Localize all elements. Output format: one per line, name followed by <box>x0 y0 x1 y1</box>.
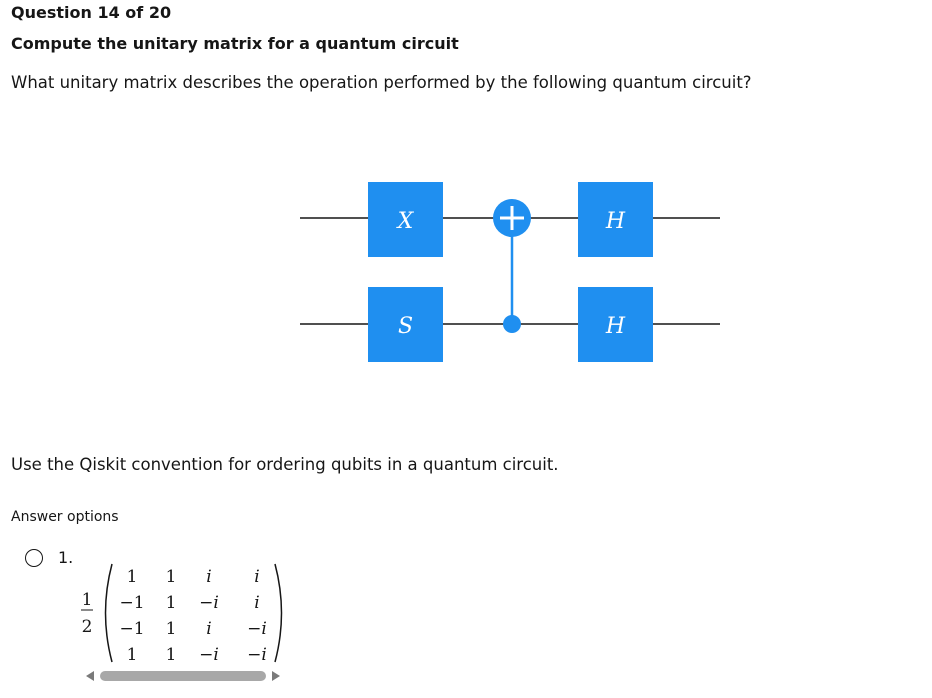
right-paren <box>274 563 283 663</box>
question-prompt: What unitary matrix describes the operat… <box>11 73 752 92</box>
h-gate-bottom-label: H <box>605 314 626 339</box>
matrix-cell: 1 <box>166 619 177 639</box>
h-gate-top: H <box>578 182 653 257</box>
quantum-circuit-diagram: X S H H <box>300 182 720 362</box>
matrix-cell: 1 <box>166 567 177 587</box>
matrix-cell: 1 <box>127 567 138 587</box>
matrix-cell: −i <box>247 619 267 639</box>
s-gate-label: S <box>398 314 413 339</box>
prefactor-denominator: 2 <box>82 617 93 637</box>
h-gate-bottom: H <box>578 287 653 362</box>
x-gate-label: X <box>396 209 415 234</box>
x-gate: X <box>368 182 443 257</box>
h-gate-top-label: H <box>605 209 626 234</box>
matrix-cell: −1 <box>119 619 144 639</box>
question-title: Compute the unitary matrix for a quantum… <box>11 34 459 53</box>
cnot-gate <box>493 199 531 333</box>
matrix-cell: i <box>206 567 211 587</box>
prefactor-numerator: 1 <box>82 590 93 610</box>
s-gate: S <box>368 287 443 362</box>
answer-options-label: Answer options <box>11 509 119 525</box>
radio-button[interactable] <box>25 549 43 567</box>
matrix-cell: 1 <box>166 593 177 613</box>
matrix-cell: 1 <box>166 645 177 665</box>
matrix-cell: −i <box>199 593 219 613</box>
scrollbar-thumb[interactable] <box>100 671 266 681</box>
matrix-cell: i <box>206 619 211 639</box>
option-matrix: 1 2 1 1 i i −1 1 −i i −1 1 i −i 1 1 −i −… <box>81 563 283 665</box>
horizontal-scrollbar[interactable] <box>86 668 286 684</box>
left-paren <box>104 563 113 663</box>
scroll-left-arrow-icon[interactable] <box>86 671 94 681</box>
matrix-cell: −i <box>199 645 219 665</box>
question-counter: Question 14 of 20 <box>11 3 172 22</box>
scroll-right-arrow-icon[interactable] <box>272 671 280 681</box>
cnot-control-dot <box>503 315 521 333</box>
matrix-cell: 1 <box>127 645 138 665</box>
qubit-ordering-note: Use the Qiskit convention for ordering q… <box>11 455 559 474</box>
matrix-cell: i <box>254 593 259 613</box>
option-number: 1. <box>58 548 74 567</box>
matrix-cell: −1 <box>119 593 144 613</box>
matrix-cell: −i <box>247 645 267 665</box>
matrix-cell: i <box>254 567 259 587</box>
